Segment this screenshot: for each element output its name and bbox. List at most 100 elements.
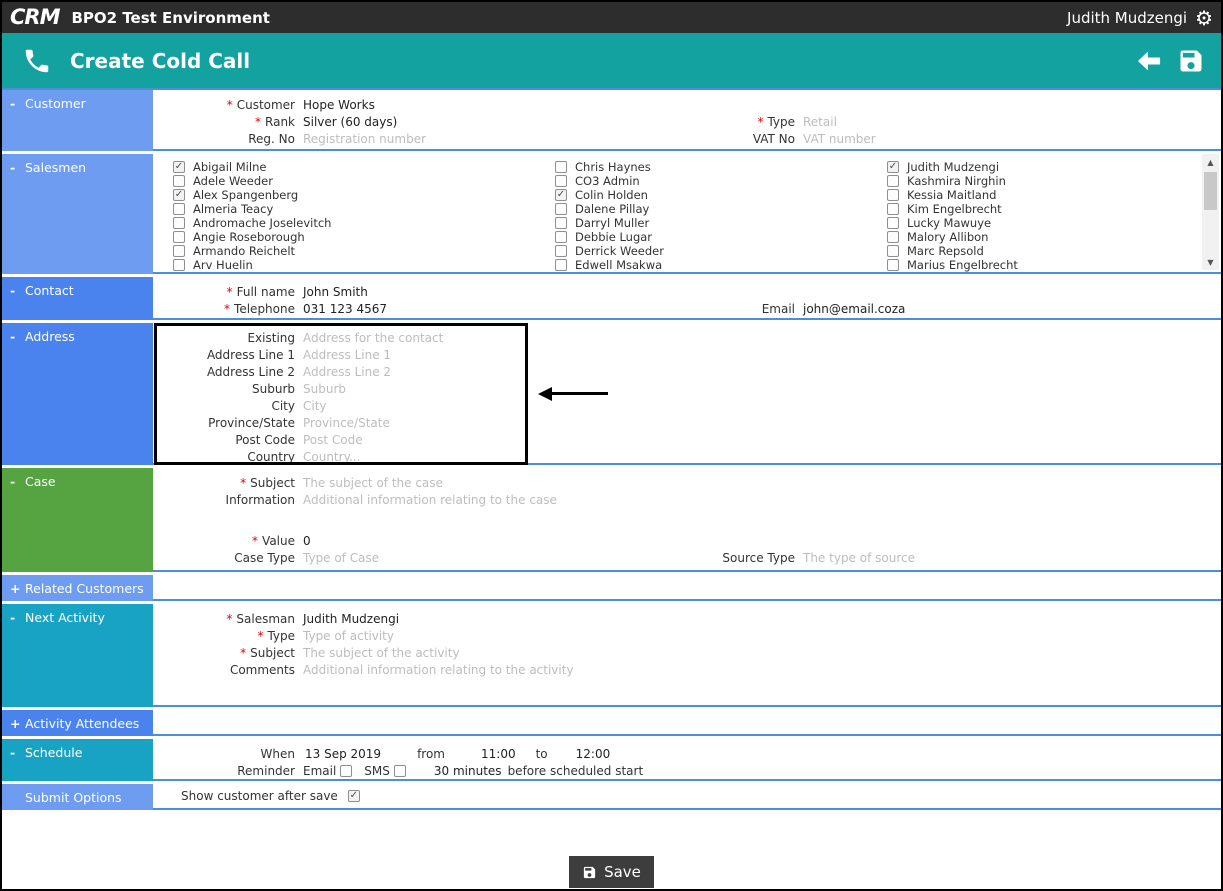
address-field-input[interactable]: Suburb [303, 381, 346, 396]
section-label: Address [25, 329, 75, 344]
customer-field[interactable]: Hope Works [303, 97, 375, 112]
activity-subject-field[interactable]: The subject of the activity [303, 645, 460, 660]
salesman-checkbox[interactable] [555, 189, 567, 201]
salesman-checkbox[interactable] [173, 175, 185, 187]
salesman-checkbox[interactable] [173, 203, 185, 215]
salesman-checkbox[interactable] [173, 217, 185, 229]
source-type-field[interactable]: The type of source [803, 550, 915, 565]
section-customer: - Customer * Customer Hope Works * Rank Si… [2, 90, 1221, 151]
salesman-row: Colin Holden [555, 188, 887, 202]
activity-salesman-field[interactable]: Judith Mudzengi [303, 611, 400, 626]
salesmen-column-1: Abigail Milne Adele Weeder Alex Spangenb… [173, 160, 555, 272]
save-button[interactable]: Save [569, 856, 654, 888]
section-header-customer[interactable]: - Customer [2, 90, 153, 151]
salesman-checkbox[interactable] [173, 161, 185, 173]
salesman-row: Darryl Muller [555, 216, 887, 230]
scroll-down-icon[interactable]: ▼ [1202, 254, 1219, 270]
save-icon[interactable] [1177, 47, 1205, 75]
salesman-name: Andromache Joselevitch [193, 216, 332, 230]
show-customer-checkbox[interactable] [347, 790, 360, 802]
schedule-end-field[interactable]: 12:00 [575, 746, 611, 761]
section-activity-attendees: + Activity Attendees [2, 710, 1221, 736]
back-icon[interactable] [1135, 47, 1163, 75]
salesman-row: Armando Reichelt [173, 244, 555, 258]
address-field-input[interactable]: Post Code [303, 432, 363, 447]
telephone-field[interactable]: 031 123 4567 [303, 301, 387, 316]
section-header-activity-attendees[interactable]: + Activity Attendees [2, 710, 153, 736]
salesman-checkbox[interactable] [173, 231, 185, 243]
fullname-field[interactable]: John Smith [303, 284, 368, 299]
section-header-address[interactable]: - Address [2, 323, 153, 465]
field-label-to: to [535, 746, 548, 761]
address-field-input[interactable]: Address for the contact [303, 330, 444, 345]
salesman-checkbox[interactable] [887, 203, 899, 215]
salesman-checkbox[interactable] [173, 189, 185, 201]
salesman-checkbox[interactable] [173, 245, 185, 257]
salesman-checkbox[interactable] [555, 217, 567, 229]
field-label-value: Value [262, 533, 295, 548]
section-header-salesmen[interactable]: - Salesmen [2, 154, 153, 274]
reminder-email-checkbox[interactable] [340, 764, 353, 777]
section-header-contact[interactable]: - Contact [2, 277, 153, 320]
vat-field[interactable]: VAT number [803, 131, 876, 146]
case-information-field[interactable]: Additional information relating to the c… [303, 492, 557, 507]
section-header-related-customers[interactable]: + Related Customers [2, 575, 153, 601]
address-field-input[interactable]: Country... [303, 449, 361, 464]
regno-field[interactable]: Registration number [303, 131, 427, 146]
section-header-next-activity[interactable]: - Next Activity [2, 604, 153, 707]
salesman-name: Marius Engelbrecht [907, 258, 1018, 272]
field-label-fullname: Full name [236, 284, 295, 299]
salesman-row: Arv Huelin [173, 258, 555, 272]
section-header-schedule[interactable]: - Schedule [2, 739, 153, 781]
schedule-start-field[interactable]: 11:00 [481, 746, 516, 761]
salesman-name: Colin Holden [575, 188, 648, 202]
activity-type-field[interactable]: Type of activity [303, 628, 394, 643]
schedule-date-field[interactable]: 13 Sep 2019 [305, 746, 382, 761]
salesman-row: Alex Spangenberg [173, 188, 555, 202]
section-label: Next Activity [25, 610, 105, 625]
user-name[interactable]: Judith Mudzengi [1067, 8, 1188, 27]
salesman-checkbox[interactable] [555, 161, 567, 173]
activity-comments-field[interactable]: Additional information relating to the a… [303, 662, 574, 677]
reminder-sms-checkbox[interactable] [393, 764, 406, 777]
salesman-checkbox[interactable] [887, 175, 899, 187]
salesman-checkbox[interactable] [555, 203, 567, 215]
salesman-checkbox[interactable] [887, 231, 899, 243]
type-field[interactable]: Retail [803, 114, 837, 129]
crm-logo: CRM [10, 5, 60, 29]
case-subject-field[interactable]: The subject of the case [303, 475, 443, 490]
salesman-row: Chris Haynes [555, 160, 887, 174]
scrollbar-thumb[interactable] [1204, 172, 1217, 210]
salesman-name: Dalene Pillay [575, 202, 650, 216]
address-field-input[interactable]: City [303, 398, 327, 413]
address-field-label: Existing [247, 330, 295, 345]
section-label: Submit Options [25, 790, 122, 805]
salesman-checkbox[interactable] [555, 259, 567, 271]
salesman-checkbox[interactable] [887, 245, 899, 257]
case-value-field[interactable]: 0 [303, 533, 311, 548]
salesmen-scrollbar[interactable]: ▲ ▼ [1202, 154, 1219, 270]
rank-field[interactable]: Silver (60 days) [303, 114, 398, 129]
section-header-case[interactable]: - Case [2, 468, 153, 572]
salesman-checkbox[interactable] [887, 189, 899, 201]
address-field-input[interactable]: Address Line 2 [303, 364, 392, 379]
salesman-checkbox[interactable] [555, 231, 567, 243]
salesman-checkbox[interactable] [887, 259, 899, 271]
scroll-up-icon[interactable]: ▲ [1202, 154, 1219, 170]
address-field-input[interactable]: Address Line 1 [303, 347, 392, 362]
salesman-checkbox[interactable] [555, 175, 567, 187]
email-field[interactable]: john@email.coza [803, 301, 906, 316]
section-label: Related Customers [25, 581, 144, 596]
address-field-label: Address Line 2 [206, 364, 295, 379]
reminder-offset-field[interactable]: 30 minutes [433, 763, 502, 778]
salesman-checkbox[interactable] [173, 259, 185, 271]
titlebar: CRM BPO2 Test Environment Judith Mudzeng… [2, 2, 1221, 33]
case-type-field[interactable]: Type of Case [303, 550, 380, 565]
required-marker: * [757, 114, 764, 129]
salesman-checkbox[interactable] [555, 245, 567, 257]
address-field-input[interactable]: Province/State [303, 415, 390, 430]
salesman-name: Almeria Teacy [193, 202, 274, 216]
salesman-checkbox[interactable] [887, 161, 899, 173]
gear-icon[interactable]: ⚙ [1195, 5, 1213, 30]
salesman-checkbox[interactable] [887, 217, 899, 229]
